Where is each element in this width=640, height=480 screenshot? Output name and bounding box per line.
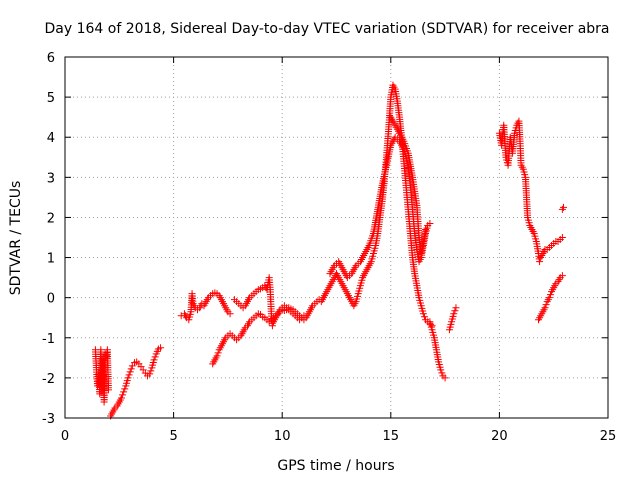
y-tick-label: -2 [42, 372, 55, 387]
plot-frame [64, 56, 609, 419]
y-tick-label: 2 [47, 211, 55, 226]
data-point [541, 304, 549, 312]
data-point [268, 322, 276, 330]
data-point [558, 272, 566, 280]
data-point [126, 368, 134, 376]
data-point [214, 349, 222, 357]
data-point [151, 353, 159, 361]
axis-tick-labels: 0 5 10 15 20 25 -3 -2 -1 0 1 2 3 4 5 6 [42, 51, 616, 444]
x-tick-label: 25 [600, 429, 617, 444]
data-point [419, 310, 427, 318]
data-point [559, 203, 567, 211]
grid [65, 57, 608, 418]
data-point [438, 369, 446, 377]
chart-title: Day 164 of 2018, Sidereal Day-to-day VTE… [44, 21, 609, 37]
data-point [125, 371, 133, 379]
data-point [542, 301, 550, 309]
data-point [150, 356, 158, 364]
data-point [121, 385, 129, 393]
y-tick-label: 0 [47, 292, 55, 307]
data-point [422, 225, 430, 233]
data-point [451, 307, 459, 315]
data-point [300, 312, 308, 320]
data-point [437, 366, 445, 374]
data-point [420, 313, 428, 321]
data-point [146, 370, 154, 378]
data-points [91, 81, 567, 420]
y-tick-label: -1 [42, 332, 55, 347]
data-point [452, 304, 460, 312]
data-point [213, 352, 221, 360]
data-point [119, 391, 127, 399]
y-tick-label: 3 [47, 171, 55, 186]
y-axis-label: SDTVAR / TECUs [8, 181, 24, 296]
data-point [450, 310, 458, 318]
y-tick-label: 6 [47, 51, 55, 66]
data-point [441, 374, 449, 382]
data-point [545, 294, 553, 302]
data-point [127, 365, 135, 373]
data-point [124, 374, 132, 382]
x-axis-label: GPS time / hours [277, 458, 394, 474]
y-tick-label: -3 [42, 412, 55, 427]
data-point [536, 258, 544, 266]
data-point [120, 388, 128, 396]
data-point [147, 367, 155, 375]
y-tick-label: 4 [47, 131, 55, 146]
data-point [104, 386, 112, 394]
x-tick-label: 5 [169, 429, 177, 444]
data-point [117, 394, 125, 402]
x-tick-label: 10 [274, 429, 291, 444]
axis-ticks [64, 56, 609, 419]
data-point [157, 344, 165, 352]
data-point [226, 310, 234, 318]
y-tick-label: 5 [47, 91, 55, 106]
x-tick-label: 0 [61, 429, 69, 444]
data-point [558, 234, 566, 241]
data-point [546, 291, 554, 299]
y-tick-label: 1 [47, 252, 55, 267]
data-point [426, 219, 434, 227]
x-tick-label: 20 [491, 429, 508, 444]
x-tick-label: 15 [383, 429, 400, 444]
